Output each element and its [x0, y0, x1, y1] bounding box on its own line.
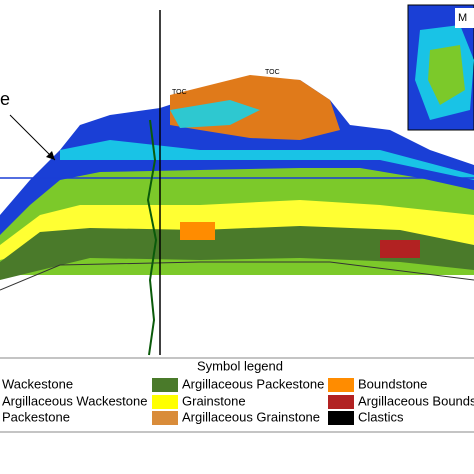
- inset-map: M: [407, 4, 474, 131]
- toc-label: TOC: [172, 89, 187, 96]
- legend-swatch: [152, 411, 178, 425]
- side-label: e: [0, 89, 10, 109]
- cyan-band: [60, 140, 474, 180]
- legend-swatch: [152, 378, 178, 392]
- legend-label: Argillaceous Packestone: [182, 376, 324, 391]
- legend-box: [0, 357, 474, 433]
- packestone-band: [0, 226, 474, 280]
- legend-title: Symbol legend: [197, 358, 283, 373]
- inset-core: [428, 45, 465, 105]
- legend-label: Wackestone: [2, 376, 73, 391]
- boundstone-patch: [180, 222, 215, 240]
- legend-label: Argillaceous Wackestone: [2, 393, 147, 408]
- arrow-head: [46, 151, 55, 160]
- horizon: [0, 261, 474, 291]
- legend-swatch: [328, 378, 354, 392]
- legend-swatch: [328, 411, 354, 425]
- toc-label: TOC: [265, 69, 280, 76]
- legend-label: Clastics: [358, 409, 404, 424]
- cross-section: e TOC TOC: [0, 10, 474, 356]
- arrow: [9, 114, 56, 161]
- legend-swatch: [152, 395, 178, 409]
- legend: Symbol legend Wackestone Argillaceous Pa…: [0, 357, 474, 433]
- well-log: [146, 119, 158, 356]
- legend-label: Argillaceous Grainstone: [182, 409, 320, 424]
- legend-label: Grainstone: [182, 393, 246, 408]
- legend-label: Argillaceous Bounds: [358, 393, 474, 408]
- legend-swatch: [328, 395, 354, 409]
- bound-patch: [380, 240, 420, 258]
- cyan-lens: [170, 100, 260, 128]
- inset-label: M: [458, 12, 467, 24]
- legend-label: Packestone: [2, 409, 70, 424]
- inset-label-box: [455, 8, 474, 28]
- legend-label: Boundstone: [358, 376, 427, 391]
